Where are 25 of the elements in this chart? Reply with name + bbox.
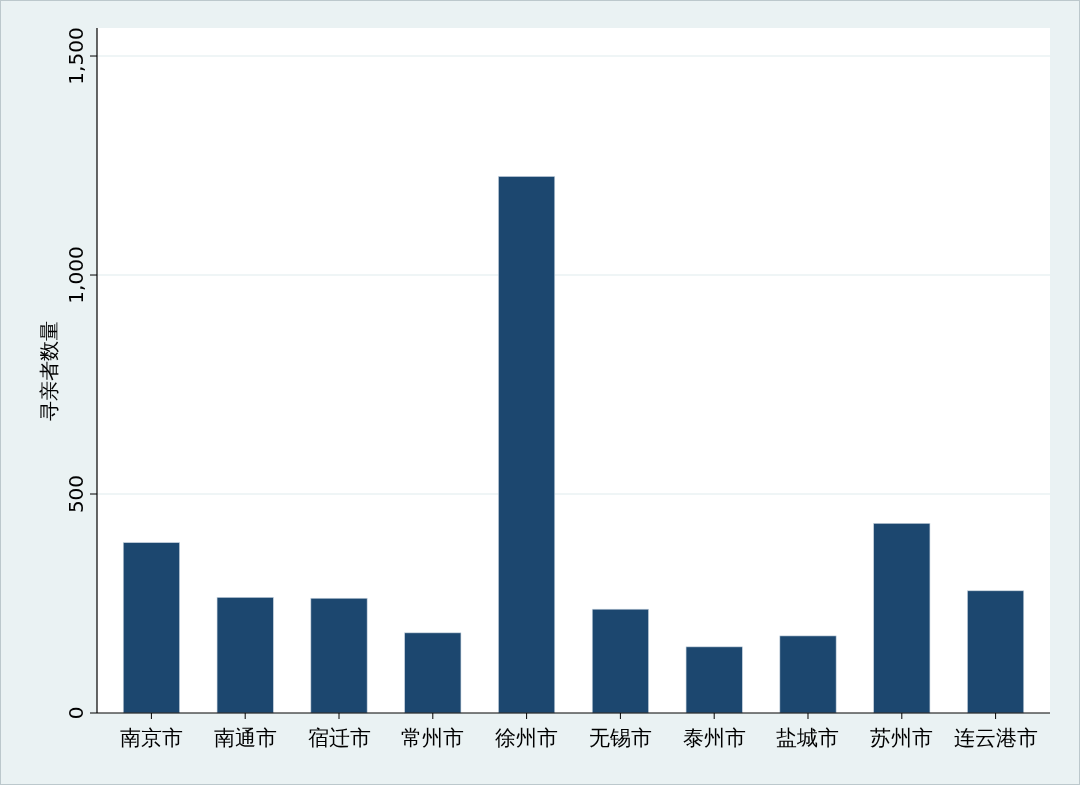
x-tick-label: 泰州市 (682, 726, 746, 750)
x-tick-label: 南京市 (119, 726, 183, 750)
y-tick-label: 0 (64, 706, 88, 720)
bar (498, 176, 556, 714)
bar (873, 523, 931, 714)
bar (779, 635, 837, 714)
bar (967, 590, 1025, 714)
y-tick-label: 1,500 (64, 27, 88, 85)
bar (404, 632, 462, 714)
bar (310, 597, 368, 714)
x-tick-label: 徐州市 (495, 726, 559, 750)
y-axis-title: 寻亲者数量 (37, 320, 61, 421)
bar (685, 646, 743, 714)
x-tick-label: 盐城市 (776, 726, 840, 750)
y-tick-label: 500 (64, 474, 88, 514)
bar (216, 597, 274, 714)
x-tick-label: 苏州市 (870, 726, 934, 750)
bar (122, 542, 180, 714)
x-tick-label: 无锡市 (588, 726, 652, 750)
x-tick-label: 宿迁市 (307, 726, 371, 750)
x-tick-label: 连云港市 (953, 726, 1038, 750)
x-tick-label: 常州市 (401, 726, 465, 750)
x-tick-label: 南通市 (213, 726, 277, 750)
y-tick-label: 1,000 (64, 246, 88, 304)
bar (591, 608, 649, 714)
